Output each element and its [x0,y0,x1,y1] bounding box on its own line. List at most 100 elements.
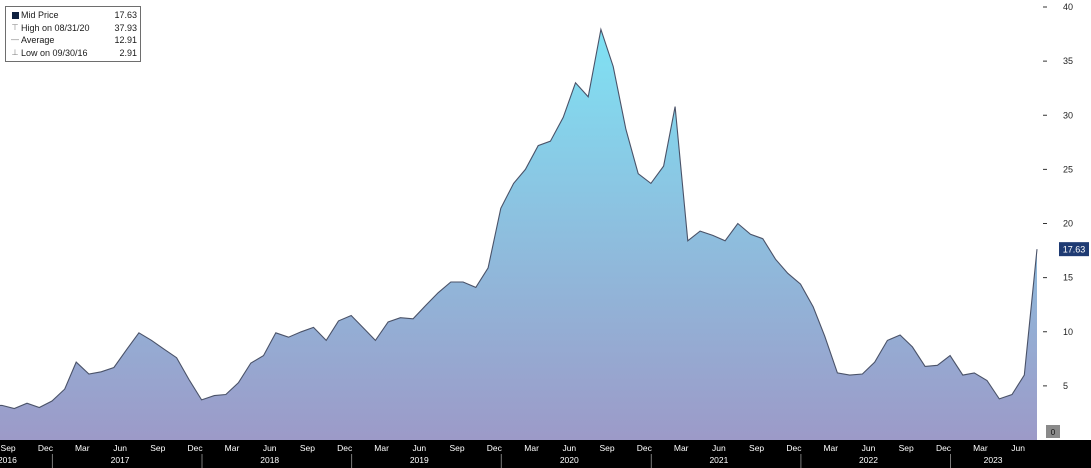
data-point [475,287,476,288]
x-tick-label: Mar [674,443,689,453]
data-point [538,145,539,146]
data-point [787,273,788,274]
x-tick-label: Sep [899,443,914,453]
y-axis-panel [1043,0,1091,440]
legend-row-low: ⊥ Low on 09/30/16 2.91 [9,47,137,60]
legend-value: 12.91 [114,35,137,46]
data-point [737,223,738,224]
legend-row-average: — Average 12.91 [9,34,137,47]
legend-value: 17.63 [114,10,137,21]
x-tick-label: Dec [487,443,503,453]
data-point [313,327,314,328]
data-point [999,398,1000,399]
data-point [375,340,376,341]
x-tick-label: Sep [150,443,165,453]
data-point [101,371,102,372]
x-tick-label: Jun [712,443,726,453]
data-point [138,332,139,333]
data-point [650,183,651,184]
data-point [937,365,938,366]
last-value-label: 17.63 [1063,245,1086,255]
square-marker-icon [9,11,21,19]
data-point [363,328,364,329]
legend-row-high: ⊤ High on 08/31/20 37.93 [9,22,137,35]
data-point [950,355,951,356]
data-point [275,332,276,333]
y-tick-label: 30 [1063,110,1073,120]
data-point [1,405,2,406]
data-point [513,183,514,184]
data-point [525,169,526,170]
data-point [775,259,776,260]
x-tick-label: Mar [973,443,988,453]
data-point [900,334,901,335]
legend-value: 37.93 [114,22,137,33]
y-tick-label: 25 [1063,164,1073,174]
y-tick-label: 10 [1063,327,1073,337]
x-year-label: 2020 [560,455,579,465]
data-point [88,373,89,374]
data-point [588,96,589,97]
data-point [575,82,576,83]
x-year-label: 2017 [111,455,130,465]
x-tick-label: Mar [374,443,389,453]
x-tick-label: Mar [524,443,539,453]
x-tick-label: Jun [113,443,127,453]
x-year-label: 2021 [709,455,728,465]
data-point [301,331,302,332]
y-tick-label: 15 [1063,273,1073,283]
x-tick-label: Sep [749,443,764,453]
data-point [613,66,614,67]
data-point [1024,375,1025,376]
x-tick-label: Jun [263,443,277,453]
data-point [725,240,726,241]
data-point [438,292,439,293]
y-tick-label: 20 [1063,219,1073,229]
data-point [238,382,239,383]
data-point [887,340,888,341]
x-tick-label: Mar [823,443,838,453]
data-point [288,337,289,338]
data-point [450,281,451,282]
data-point [974,372,975,373]
y-tick-label: 35 [1063,56,1073,66]
low-marker-icon: ⊥ [11,47,19,57]
x-tick-label: Sep [1,443,16,453]
data-point [400,317,401,318]
legend-label: Mid Price [21,10,59,21]
data-point [351,315,352,316]
x-tick-label: Jun [862,443,876,453]
data-point [113,367,114,368]
data-point [76,362,77,363]
x-tick-label: Dec [337,443,353,453]
data-point [563,117,564,118]
data-point [700,231,701,232]
data-point [39,407,40,408]
x-tick-label: Dec [786,443,802,453]
data-point [488,267,489,268]
legend-value: 2.91 [119,47,137,58]
data-point [800,284,801,285]
data-point [188,379,189,380]
x-tick-label: Dec [188,443,204,453]
data-point [675,106,676,107]
data-point [263,355,264,356]
x-tick-label: Sep [449,443,464,453]
series-area [0,29,1037,441]
data-point [962,375,963,376]
x-year-label: 2018 [260,455,279,465]
x-tick-label: Dec [637,443,653,453]
data-point [925,366,926,367]
data-point [762,238,763,239]
data-point [550,141,551,142]
data-point [64,389,65,390]
x-year-label: 2016 [0,455,17,465]
legend-label: Low on 09/30/16 [21,47,88,58]
data-point [214,395,215,396]
legend-row-mid-price: Mid Price 17.63 [9,9,137,22]
data-point [663,166,664,167]
x-tick-label: Jun [562,443,576,453]
x-tick-label: Sep [300,443,315,453]
data-point [26,403,27,404]
